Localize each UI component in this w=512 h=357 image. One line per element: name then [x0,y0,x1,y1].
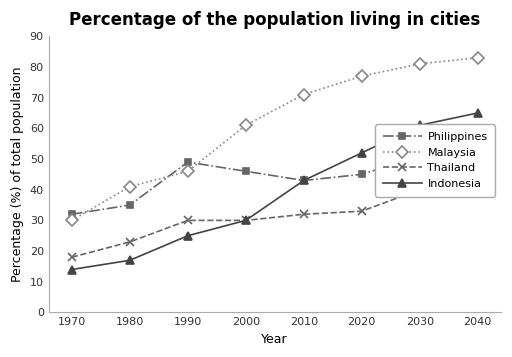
Malaysia [69,218,75,222]
Indonesia [301,178,307,183]
Malaysia [127,185,133,189]
Malaysia [417,62,423,66]
Thailand [69,255,75,260]
Thailand [475,157,481,161]
Indonesia [69,267,75,272]
Indonesia [475,111,481,115]
Indonesia [359,151,365,155]
Philippines [475,135,481,140]
Line: Malaysia: Malaysia [68,54,482,225]
Malaysia [185,169,191,174]
Indonesia [127,258,133,262]
Thailand [127,240,133,244]
Legend: Philippines, Malaysia, Thailand, Indonesia: Philippines, Malaysia, Thailand, Indones… [375,125,495,197]
Indonesia [243,218,249,222]
Thailand [359,209,365,213]
Thailand [243,218,249,222]
Philippines [69,212,75,216]
Line: Indonesia: Indonesia [68,109,482,274]
Malaysia [243,123,249,127]
Malaysia [475,56,481,60]
Malaysia [301,92,307,97]
Philippines [301,178,307,183]
Thailand [185,218,191,222]
Indonesia [417,123,423,127]
Philippines [243,169,249,174]
Malaysia [359,74,365,78]
Thailand [417,187,423,192]
X-axis label: Year: Year [262,333,288,346]
Title: Percentage of the population living in cities: Percentage of the population living in c… [69,11,480,29]
Indonesia [185,233,191,238]
Y-axis label: Percentage (%) of total population: Percentage (%) of total population [11,67,24,282]
Philippines [359,172,365,176]
Philippines [127,203,133,207]
Philippines [417,154,423,158]
Line: Philippines: Philippines [69,134,481,218]
Philippines [185,160,191,164]
Thailand [301,212,307,216]
Line: Thailand: Thailand [68,155,482,261]
